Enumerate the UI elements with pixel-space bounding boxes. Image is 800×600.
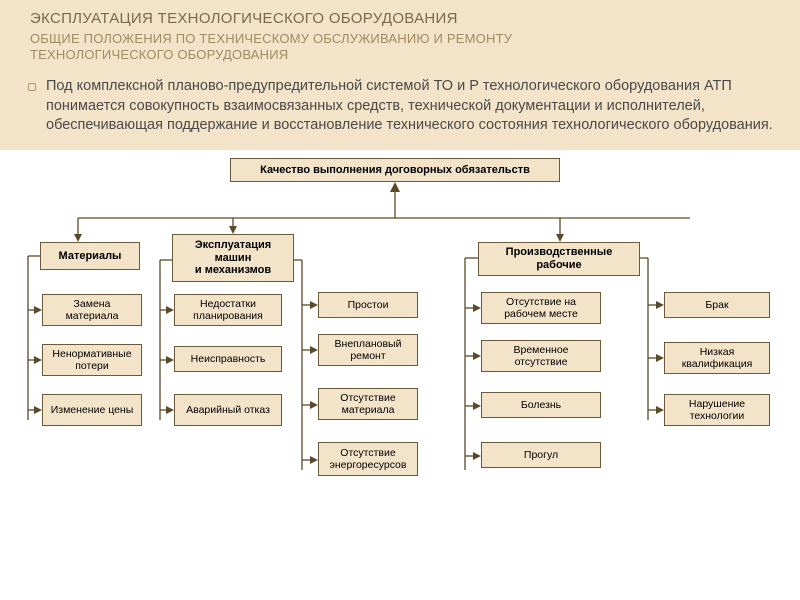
col4-head-l1: Производственные [506, 246, 613, 258]
subtitle-line2: ТЕХНОЛОГИЧЕСКОГО ОБОРУДОВАНИЯ [30, 47, 288, 62]
col3-item-1: Внеплановый ремонт [318, 334, 418, 366]
col5-item-1: Низкая квалификация [664, 342, 770, 374]
col1-item-0: Замена материала [42, 294, 142, 326]
diagram: Качество выполнения договорных обязатель… [0, 150, 800, 530]
col1-head: Материалы [40, 242, 140, 270]
bullet-icon [28, 83, 36, 91]
top-node: Качество выполнения договорных обязатель… [230, 158, 560, 182]
subtitle: ОБЩИЕ ПОЛОЖЕНИЯ ПО ТЕХНИЧЕСКОМУ ОБСЛУЖИВ… [30, 31, 780, 64]
col2-head-l3: и механизмов [195, 264, 271, 276]
col2-item-0: Недостатки планирования [174, 294, 282, 326]
header-block: ЭКСПЛУАТАЦИЯ ТЕХНОЛОГИЧЕСКОГО ОБОРУДОВАН… [0, 0, 800, 71]
paragraph-block: Под комплексной планово-предупредительно… [0, 71, 800, 150]
col2-head: Эксплуатация машин и механизмов [172, 234, 294, 282]
col2-head-l1: Эксплуатация [195, 239, 271, 251]
col4-item-1: Временное отсутствие [481, 340, 601, 372]
subtitle-line1: ОБЩИЕ ПОЛОЖЕНИЯ ПО ТЕХНИЧЕСКОМУ ОБСЛУЖИВ… [30, 31, 512, 46]
col4-item-3: Прогул [481, 442, 601, 468]
paragraph-text: Под комплексной планово-предупредительно… [46, 77, 782, 136]
col3-item-2: Отсутствие материала [318, 388, 418, 420]
col4-head: Производственные рабочие [478, 242, 640, 276]
col5-item-0: Брак [664, 292, 770, 318]
main-title: ЭКСПЛУАТАЦИЯ ТЕХНОЛОГИЧЕСКОГО ОБОРУДОВАН… [30, 10, 780, 29]
col1-item-1: Ненормативные потери [42, 344, 142, 376]
col2-item-1: Неисправность [174, 346, 282, 372]
col3-item-3: Отсутствие энергоресурсов [318, 442, 418, 476]
col4-item-0: Отсутствие на рабочем месте [481, 292, 601, 324]
col4-head-l2: рабочие [536, 259, 581, 271]
col1-item-2: Изменение цены [42, 394, 142, 426]
col3-item-0: Простои [318, 292, 418, 318]
col2-item-2: Аварийный отказ [174, 394, 282, 426]
col5-item-2: Нарушение технологии [664, 394, 770, 426]
col2-head-l2: машин [215, 252, 252, 264]
col4-item-2: Болезнь [481, 392, 601, 418]
